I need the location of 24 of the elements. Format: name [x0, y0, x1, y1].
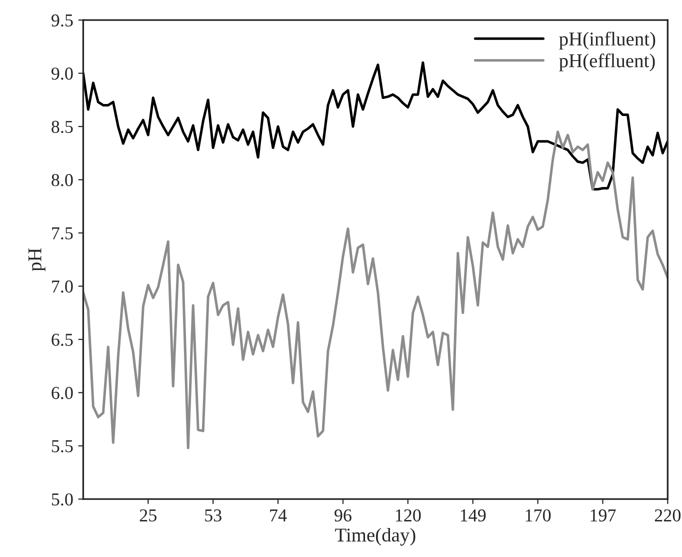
y-tick-label: 6.5	[52, 334, 73, 346]
x-tick-label: 25	[140, 509, 156, 522]
x-tick-label: 220	[654, 509, 681, 522]
y-tick-label: 6.0	[52, 386, 73, 400]
y-tick-label: 5.0	[52, 493, 73, 506]
y-tick-label: 9.0	[51, 68, 73, 80]
legend-label: pH(effluent)	[559, 53, 655, 72]
line-series	[83, 130, 668, 450]
y-tick-label: 7.0	[52, 280, 73, 293]
x-tick-label: 170	[526, 509, 551, 522]
x-tick-label: 149	[460, 509, 486, 522]
y-tick-label: 5.5	[52, 440, 73, 452]
y-tick-label: 9.5	[51, 14, 73, 27]
y-tick-label: 8.5	[52, 120, 73, 134]
x-axis-title: Time(day)	[335, 528, 416, 546]
x-tick-label: 53	[205, 509, 222, 522]
x-tick-label: 74	[270, 509, 287, 522]
y-tick-label: 7.5	[52, 227, 73, 240]
x-tick-label: 197	[590, 509, 616, 522]
legend-label: pH(influent)	[559, 32, 656, 50]
x-tick-label: 96	[334, 509, 352, 522]
y-axis-title: pH	[28, 248, 46, 272]
y-tick-label: 8.0	[52, 174, 73, 186]
x-tick-label: 120	[396, 509, 421, 522]
